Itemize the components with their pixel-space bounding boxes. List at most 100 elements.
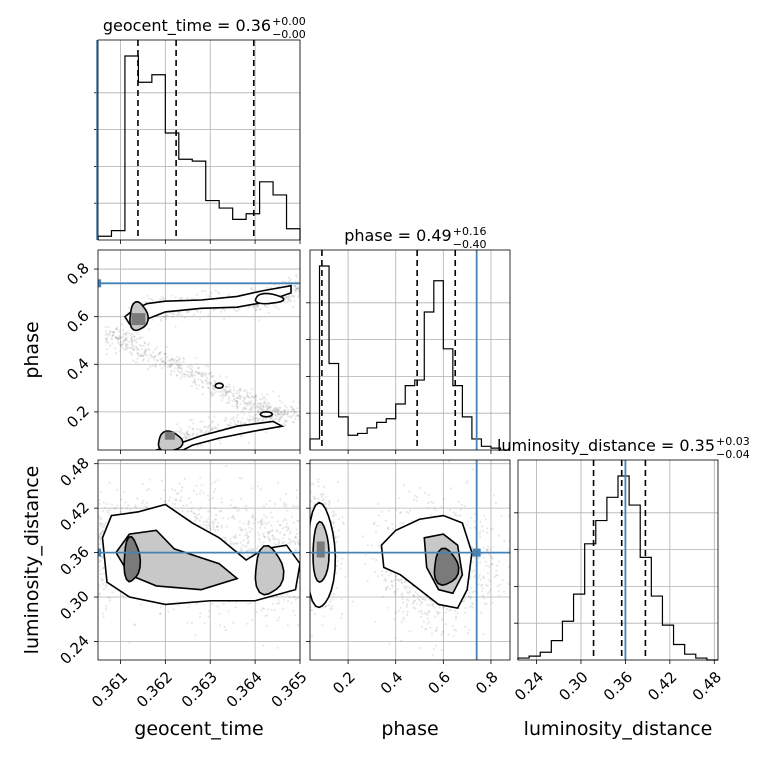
scatter-point bbox=[297, 417, 300, 420]
scatter-point bbox=[210, 394, 213, 397]
scatter-point bbox=[424, 628, 427, 631]
scatter-point bbox=[213, 415, 216, 418]
scatter-point bbox=[246, 622, 249, 625]
scatter-point bbox=[263, 400, 266, 403]
scatter-point bbox=[256, 419, 259, 422]
scatter-point bbox=[232, 535, 235, 538]
scatter-point bbox=[149, 298, 152, 301]
scatter-point bbox=[402, 616, 406, 620]
scatter-point bbox=[229, 504, 232, 507]
scatter-point bbox=[240, 546, 243, 549]
scatter-point bbox=[272, 536, 276, 539]
scatter-point bbox=[248, 403, 251, 406]
scatter-point bbox=[486, 572, 489, 575]
scatter-point bbox=[483, 556, 486, 559]
scatter-point bbox=[402, 610, 405, 613]
scatter-point bbox=[119, 344, 122, 347]
scatter-point bbox=[328, 502, 331, 505]
scatter-point bbox=[228, 424, 231, 427]
scatter-point bbox=[219, 624, 222, 627]
scatter-point bbox=[234, 606, 237, 609]
scatter-point bbox=[412, 595, 416, 598]
scatter-point bbox=[271, 528, 274, 531]
scatter-point bbox=[483, 514, 486, 517]
scatter-point bbox=[292, 521, 295, 525]
scatter-point bbox=[116, 488, 119, 491]
scatter-point bbox=[163, 364, 166, 367]
scatter-point bbox=[209, 382, 212, 385]
scatter-point bbox=[232, 416, 235, 419]
scatter-point bbox=[147, 342, 150, 345]
title-lower-error: −0.00 bbox=[272, 28, 306, 41]
scatter-point bbox=[284, 301, 287, 304]
scatter-point bbox=[117, 342, 120, 345]
scatter-point bbox=[149, 353, 152, 356]
scatter-point bbox=[131, 345, 134, 348]
scatter-point bbox=[223, 626, 226, 629]
scatter-point bbox=[245, 504, 248, 507]
scatter-point bbox=[175, 359, 179, 362]
scatter-point bbox=[186, 373, 189, 376]
scatter-point bbox=[219, 394, 222, 397]
scatter-point bbox=[232, 395, 235, 398]
scatter-point bbox=[485, 548, 488, 551]
scatter-point bbox=[294, 598, 297, 601]
scatter-point bbox=[172, 312, 175, 315]
scatter-point bbox=[119, 349, 122, 352]
scatter-point bbox=[478, 573, 481, 577]
scatter-point bbox=[244, 507, 247, 510]
scatter-point bbox=[143, 352, 146, 355]
scatter-point bbox=[179, 371, 182, 374]
scatter-point bbox=[413, 599, 416, 602]
scatter-point bbox=[234, 534, 237, 537]
scatter-point bbox=[270, 608, 273, 611]
scatter-point bbox=[205, 520, 208, 523]
scatter-point bbox=[258, 410, 261, 413]
scatter-point bbox=[448, 609, 451, 612]
scatter-point bbox=[442, 605, 445, 609]
scatter-point bbox=[408, 591, 411, 594]
scatter-point bbox=[251, 618, 254, 622]
scatter-point bbox=[252, 289, 255, 292]
scatter-point bbox=[400, 593, 403, 596]
scatter-point bbox=[313, 497, 316, 500]
scatter-point bbox=[427, 610, 430, 613]
scatter-point bbox=[292, 539, 295, 543]
scatter-point bbox=[255, 308, 258, 311]
scatter-point bbox=[294, 549, 297, 552]
scatter-point bbox=[260, 520, 263, 523]
scatter-point bbox=[212, 528, 215, 531]
scatter-point bbox=[232, 418, 235, 421]
scatter-point bbox=[177, 604, 180, 607]
scatter-point bbox=[327, 504, 330, 507]
scatter-point bbox=[527, 564, 529, 566]
scatter-point bbox=[425, 627, 428, 631]
scatter-point bbox=[473, 512, 476, 516]
scatter-point bbox=[289, 415, 293, 418]
scatter-point bbox=[301, 537, 303, 539]
scatter-point bbox=[137, 348, 141, 351]
scatter-point bbox=[332, 526, 335, 529]
scatter-point bbox=[154, 363, 157, 366]
scatter-point bbox=[399, 606, 402, 610]
scatter-point bbox=[438, 606, 441, 609]
scatter-point bbox=[269, 406, 272, 409]
scatter-point bbox=[285, 295, 288, 298]
scatter-point bbox=[177, 364, 181, 367]
scatter-point bbox=[292, 595, 295, 598]
scatter-point bbox=[250, 395, 253, 398]
scatter-point bbox=[257, 405, 261, 408]
scatter-point bbox=[291, 407, 295, 411]
scatter-point bbox=[290, 405, 293, 408]
scatter-point bbox=[243, 522, 246, 525]
scatter-point bbox=[180, 496, 183, 499]
histogram-step bbox=[97, 55, 301, 240]
scatter-point bbox=[283, 409, 286, 412]
scatter-point bbox=[426, 603, 429, 606]
scatter-point bbox=[101, 529, 105, 533]
scatter-point bbox=[412, 594, 415, 597]
scatter-point bbox=[262, 644, 265, 647]
scatter-point bbox=[276, 520, 279, 523]
scatter-point bbox=[246, 391, 249, 394]
scatter-point bbox=[236, 405, 239, 408]
